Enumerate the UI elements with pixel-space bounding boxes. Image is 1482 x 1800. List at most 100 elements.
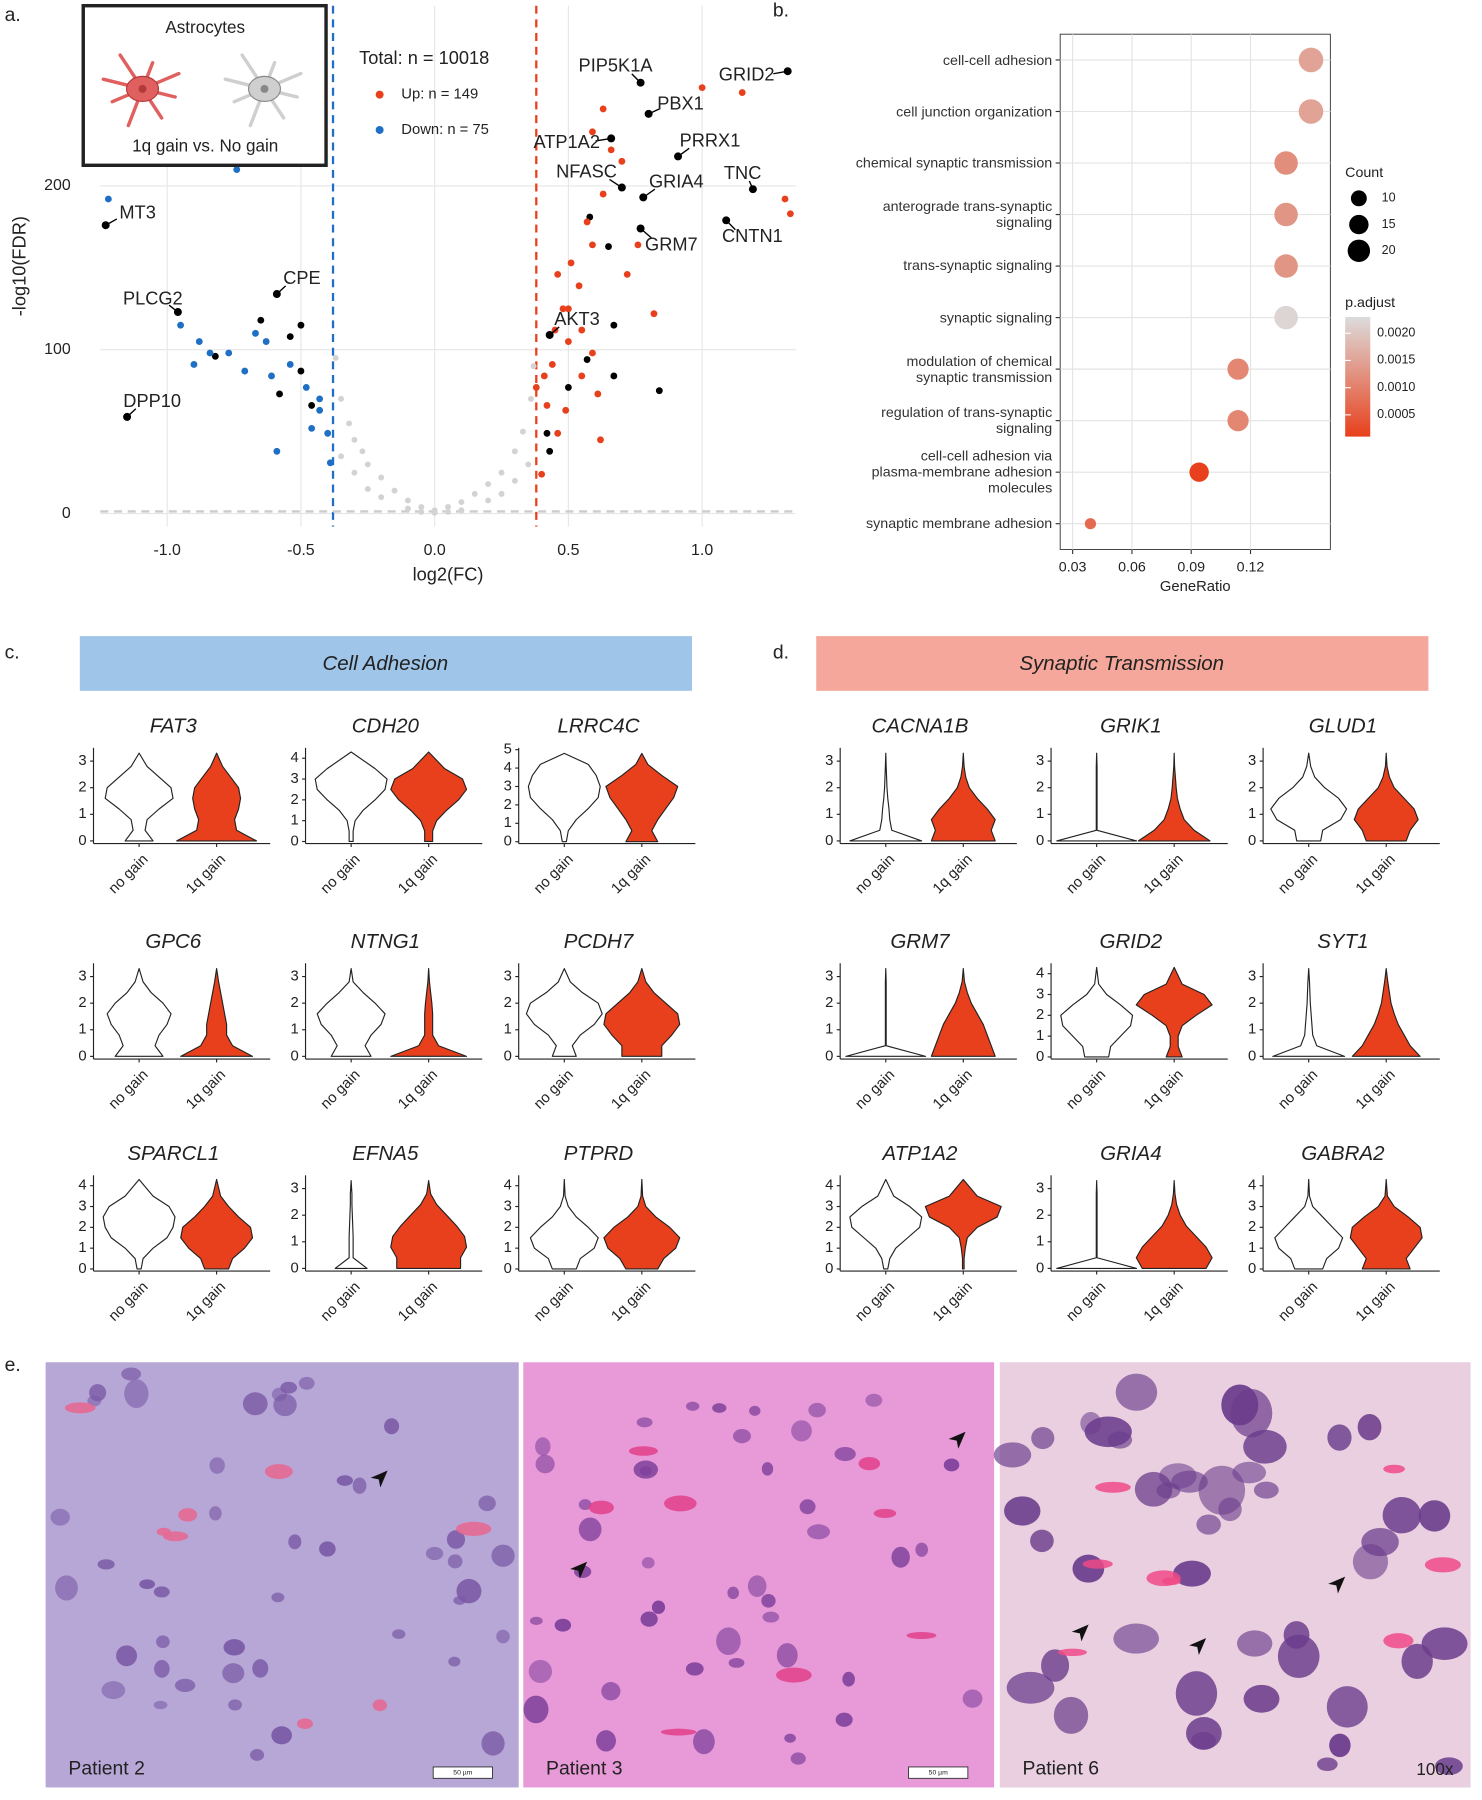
labeled-point bbox=[173, 308, 182, 317]
dot bbox=[1227, 358, 1249, 380]
y-tick-label: 4 bbox=[1036, 966, 1044, 982]
category-label: cell-cell adhesion bbox=[942, 51, 1053, 68]
category-label: cell-cell adhesion via plasma-membrane a… bbox=[871, 448, 1053, 497]
dot bbox=[1298, 47, 1324, 73]
gene-title: PCDH7 bbox=[564, 930, 635, 953]
nucleus bbox=[749, 1405, 761, 1416]
point bbox=[578, 372, 586, 380]
arrowhead bbox=[1189, 1638, 1207, 1656]
nucleus bbox=[252, 1659, 269, 1678]
point bbox=[532, 383, 540, 391]
nucleus bbox=[535, 1454, 555, 1474]
y-tick-label: 4 bbox=[825, 1178, 833, 1194]
nucleus bbox=[762, 1611, 780, 1623]
point bbox=[418, 508, 425, 515]
point bbox=[650, 310, 658, 318]
point bbox=[286, 361, 294, 368]
nucleus bbox=[101, 1681, 126, 1700]
nucleus bbox=[535, 1437, 551, 1456]
image-caption: Patient 3 bbox=[546, 1757, 622, 1779]
point bbox=[378, 494, 385, 501]
violin bbox=[1351, 968, 1421, 1057]
red-cell bbox=[296, 1718, 314, 1729]
point bbox=[346, 420, 353, 427]
point bbox=[364, 461, 371, 468]
nucleus bbox=[1113, 1623, 1160, 1654]
nucleus bbox=[1329, 1733, 1351, 1758]
point bbox=[485, 497, 492, 504]
inset-title: Astrocytes bbox=[165, 18, 245, 37]
point bbox=[252, 329, 259, 337]
category-label: synaptic membrane adhesion bbox=[866, 515, 1053, 532]
violin bbox=[390, 968, 468, 1057]
nucleus bbox=[352, 1477, 367, 1494]
nucleus bbox=[228, 1699, 242, 1711]
section-title: Cell Adhesion bbox=[322, 652, 448, 675]
nucleus bbox=[384, 1418, 400, 1435]
section-header bbox=[816, 636, 1429, 691]
point bbox=[781, 195, 789, 203]
y-tick-label: 3 bbox=[78, 753, 86, 769]
point bbox=[404, 505, 411, 512]
violin bbox=[529, 1178, 599, 1270]
nucleus bbox=[1053, 1696, 1089, 1734]
nucleus bbox=[747, 1575, 767, 1597]
category-label-box: chemical synaptic transmission bbox=[856, 155, 1052, 171]
nucleus bbox=[139, 1579, 155, 1590]
point bbox=[583, 218, 591, 226]
violin bbox=[1060, 966, 1134, 1058]
labeled-point bbox=[674, 152, 683, 161]
legend-label: 0.0020 bbox=[1377, 326, 1415, 340]
inset-box bbox=[81, 3, 328, 168]
x-tick-label: 0.12 bbox=[1237, 559, 1265, 575]
nucleus bbox=[124, 1379, 149, 1408]
red-cell bbox=[1146, 1570, 1181, 1587]
y-tick-label: 0 bbox=[825, 833, 833, 849]
point bbox=[583, 356, 591, 363]
labeled-point bbox=[636, 224, 645, 233]
nucleus bbox=[834, 1446, 856, 1462]
violin bbox=[527, 752, 601, 843]
point bbox=[543, 429, 551, 437]
nucleus bbox=[727, 1586, 739, 1600]
legend-dot bbox=[1347, 239, 1371, 263]
gene-label: TNC bbox=[724, 162, 761, 183]
y-tick-label: 3 bbox=[825, 968, 833, 984]
y-tick-label: 2 bbox=[78, 995, 86, 1011]
red-cell bbox=[906, 1632, 937, 1640]
y-tick-label: 0 bbox=[825, 1048, 833, 1064]
y-tick-label: 1 bbox=[1248, 1240, 1256, 1256]
gene-title: GRIA4 bbox=[1100, 1142, 1162, 1165]
violin bbox=[849, 752, 923, 842]
point bbox=[610, 372, 618, 380]
gene-label: NFASC bbox=[556, 161, 617, 182]
nucleus bbox=[685, 1662, 704, 1676]
nucleus bbox=[280, 1381, 298, 1394]
point bbox=[548, 361, 556, 368]
color-bar bbox=[1345, 316, 1371, 437]
violin bbox=[1353, 752, 1419, 842]
violin bbox=[102, 1178, 176, 1270]
nucleus bbox=[1236, 1630, 1273, 1657]
point bbox=[241, 367, 249, 375]
violin bbox=[314, 751, 388, 843]
y-tick-label: 0 bbox=[1036, 1049, 1044, 1065]
x-axis-title: GeneRatio bbox=[1160, 579, 1231, 595]
violin bbox=[176, 752, 258, 842]
y-tick-label: 0 bbox=[78, 1261, 86, 1277]
y-tick-label: 0 bbox=[825, 1261, 833, 1277]
point bbox=[273, 447, 281, 455]
nucleus bbox=[528, 1659, 553, 1684]
nucleus bbox=[271, 1592, 285, 1603]
nucleus bbox=[596, 1730, 616, 1752]
point bbox=[445, 504, 451, 510]
labeled-point bbox=[123, 412, 132, 421]
legend-label: Up: n = 149 bbox=[401, 87, 478, 103]
point bbox=[190, 361, 198, 368]
point bbox=[511, 477, 518, 484]
y-tick-label: 3 bbox=[290, 771, 298, 787]
point bbox=[546, 447, 554, 455]
y-tick-label: 2 bbox=[504, 797, 512, 813]
x-tick-label: 0.5 bbox=[557, 542, 579, 559]
